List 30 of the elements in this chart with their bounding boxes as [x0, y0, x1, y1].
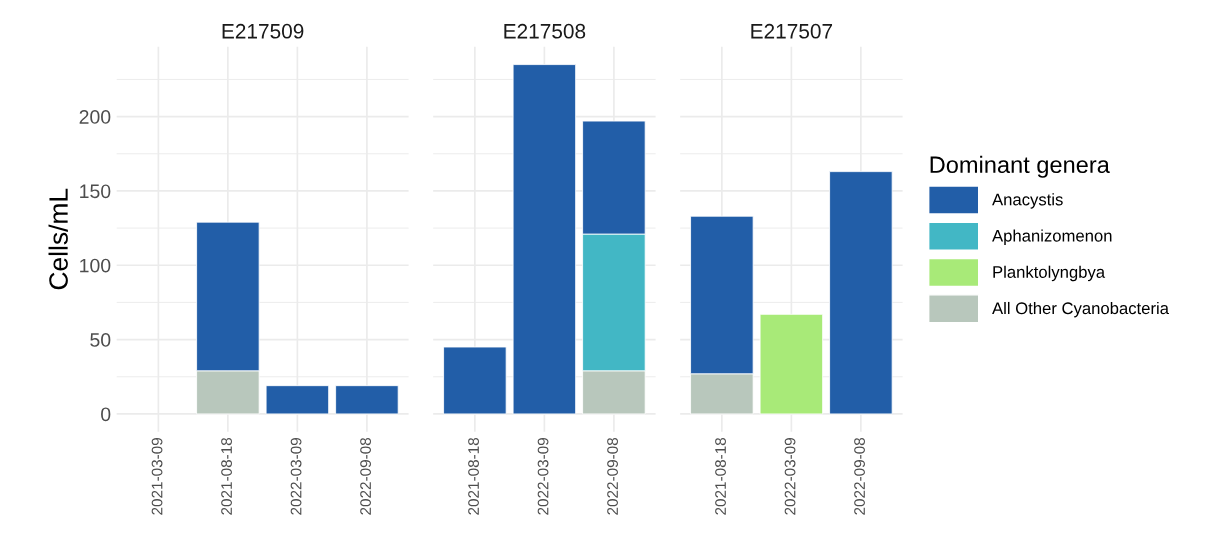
legend-label: Anacystis — [992, 193, 1063, 209]
y-tick-label: 100 — [80, 258, 111, 273]
y-tick-label: 200 — [79, 110, 111, 124]
x-tick-label: 2021-08-18 — [715, 437, 726, 515]
legend-title: Dominant genera — [930, 155, 1110, 178]
bar — [829, 171, 893, 415]
bar — [265, 385, 330, 415]
y-axis-title: Cells/mL — [48, 188, 68, 290]
x-tick-label: 2022-09-08 — [360, 437, 371, 515]
chart-title: E217508 — [504, 23, 586, 39]
bar — [443, 346, 507, 415]
x-tick-label: 2022-03-09 — [290, 438, 302, 515]
bar — [759, 313, 824, 415]
x-tick-label: 2021-03-09 — [151, 438, 163, 515]
bar — [512, 64, 577, 415]
x-tick-label: 2021-08-18 — [221, 437, 232, 515]
legend-label: All Other Cyanobacteria — [992, 301, 1169, 318]
x-tick-label: 2022-09-08 — [854, 437, 865, 515]
y-tick-label: 50 — [90, 333, 111, 347]
legend-label: Planktolyngbya — [993, 265, 1106, 282]
y-tick-label: 0 — [101, 407, 111, 422]
x-tick-label: 2022-03-09 — [784, 438, 796, 515]
x-tick-label: 2022-03-09 — [537, 438, 549, 515]
x-tick-label: 2022-09-08 — [607, 437, 618, 515]
y-tick-label: 150 — [80, 184, 111, 199]
x-tick-label: 2021-08-18 — [468, 437, 479, 515]
bar — [335, 385, 399, 415]
chart-title: E217509 — [222, 23, 304, 39]
chart-title: E217507 — [751, 23, 833, 39]
legend-label: Aphanizomenon — [992, 229, 1112, 245]
